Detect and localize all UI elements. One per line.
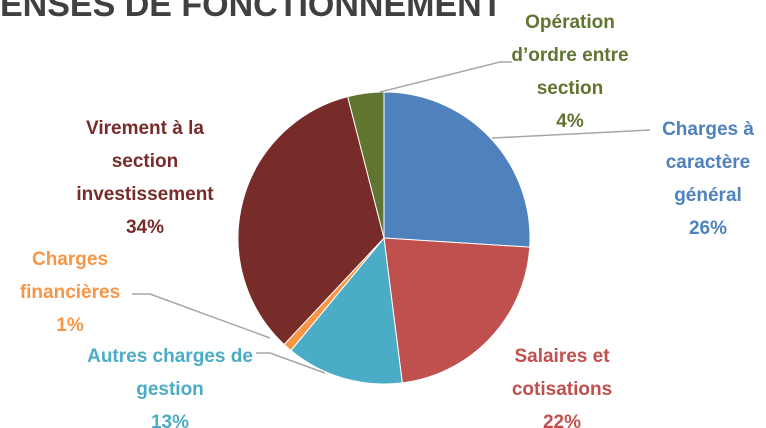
leader-line (132, 293, 271, 339)
chart-title: ENSES DE FONCTIONNEMENT (0, 0, 503, 24)
pie-slice (347, 91, 385, 239)
leader-line (379, 61, 512, 93)
category-label: Charges à caractère général (662, 119, 754, 206)
data-label: Charges financières 1% (11, 243, 129, 342)
pie-slice (383, 91, 531, 248)
data-label: Virement à la section investissement 34% (64, 112, 226, 244)
data-label: Salaires et cotisations 22% (495, 340, 630, 428)
data-label: Autres charges de gestion 13% (86, 340, 254, 428)
value-label: 4% (556, 111, 584, 132)
slices (237, 91, 531, 385)
value-label: 34% (125, 217, 165, 238)
leader-lines (132, 61, 651, 374)
pie-slice (383, 237, 531, 384)
value-label: 26% (688, 218, 728, 239)
value-label: 22% (542, 412, 582, 428)
data-label: Charges à caractère général 26% (652, 113, 764, 245)
pie-slice (290, 236, 403, 385)
data-label: Opération d’ordre entre section 4% (495, 6, 645, 138)
pie-slice (237, 95, 385, 346)
category-label: Autres charges de gestion (87, 346, 253, 400)
category-label: Opération d’ordre entre section (511, 12, 629, 99)
leader-line (491, 129, 651, 139)
category-label: Virement à la section investissement (76, 118, 214, 205)
category-label: Salaires et cotisations (511, 346, 613, 400)
leader-line (256, 352, 326, 374)
value-label: 13% (150, 412, 190, 428)
category-label: Charges financières (19, 249, 121, 303)
value-label: 1% (56, 315, 84, 336)
